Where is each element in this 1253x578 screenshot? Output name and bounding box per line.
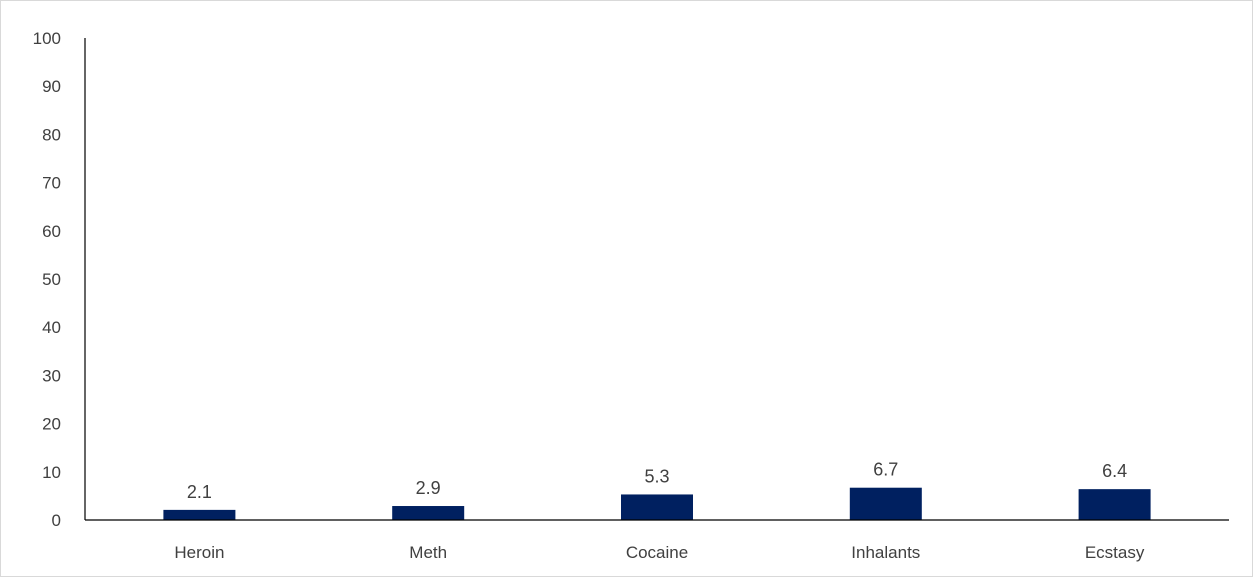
data-labels: 2.1 2.9 5.3 6.7 6.4 <box>187 460 1127 502</box>
y-tick-label: 60 <box>42 222 61 241</box>
y-tick-label: 20 <box>42 415 61 434</box>
data-label-cocaine: 5.3 <box>644 466 669 486</box>
y-tick-label: 70 <box>42 174 61 193</box>
y-tick-label: 30 <box>42 366 61 385</box>
y-tick-label: 40 <box>42 318 61 337</box>
category-label-ecstasy: Ecstasy <box>1085 543 1145 562</box>
category-label-cocaine: Cocaine <box>626 543 688 562</box>
category-label-meth: Meth <box>409 543 447 562</box>
bar-heroin <box>163 509 236 520</box>
data-label-ecstasy: 6.4 <box>1102 461 1127 481</box>
bar-meth <box>392 506 465 520</box>
data-label-meth: 2.9 <box>416 478 441 498</box>
category-label-heroin: Heroin <box>174 543 224 562</box>
y-axis-ticks: 0 10 20 30 40 50 60 70 80 90 100 <box>33 29 61 530</box>
bar-ecstasy <box>1078 489 1151 520</box>
data-label-heroin: 2.1 <box>187 482 212 502</box>
y-tick-label: 80 <box>42 125 61 144</box>
y-tick-label: 50 <box>42 270 61 289</box>
y-tick-label: 10 <box>42 463 61 482</box>
bar-inhalants <box>849 487 922 520</box>
bar-cocaine <box>621 494 693 520</box>
y-tick-label: 90 <box>42 77 61 96</box>
y-tick-label: 100 <box>33 29 61 48</box>
y-tick-label: 0 <box>52 511 61 530</box>
data-label-inhalants: 6.7 <box>873 460 898 480</box>
category-label-inhalants: Inhalants <box>851 543 920 562</box>
category-labels: Heroin Meth Cocaine Inhalants Ecstasy <box>174 543 1144 562</box>
bars <box>163 487 1151 520</box>
